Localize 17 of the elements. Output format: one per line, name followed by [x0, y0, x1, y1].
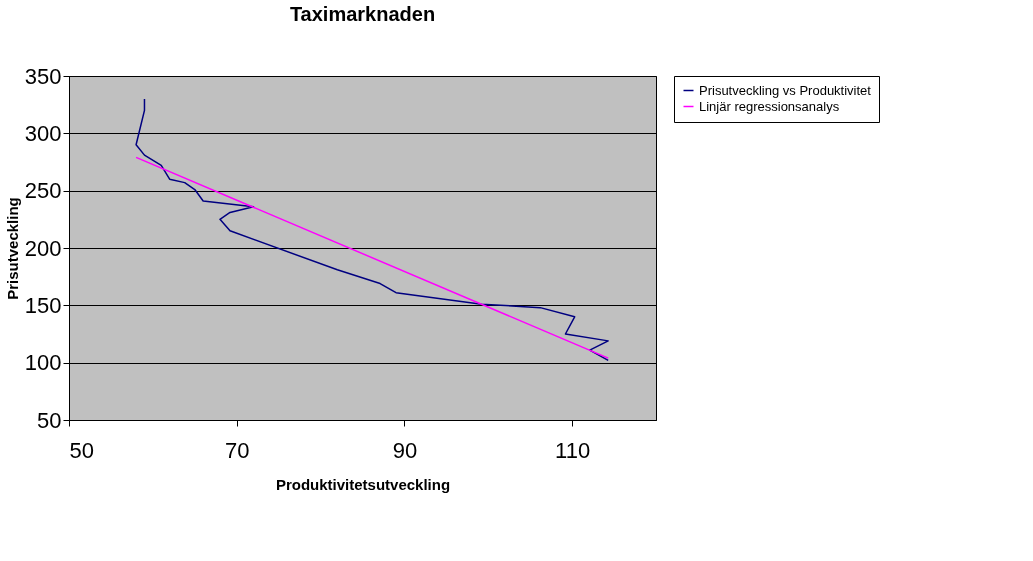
- legend-label: Prisutveckling vs Produktivitet: [699, 82, 872, 98]
- y-tick-label: 200: [24, 235, 62, 261]
- x-tick-label: 50: [69, 437, 94, 463]
- y-tick-label: 100: [24, 350, 62, 376]
- y-tick-label: 150: [24, 292, 62, 318]
- x-tick-label: 90: [392, 437, 418, 463]
- y-tick-label: 300: [24, 120, 62, 146]
- y-tick-label: 350: [24, 63, 62, 89]
- x-tick-label: 110: [555, 437, 591, 463]
- y-axis-title: Prisutveckling: [3, 197, 21, 300]
- x-tick-label: 70: [224, 437, 250, 463]
- legend-label: Linjär regressionsanalys: [699, 98, 840, 114]
- line-series: [135, 98, 609, 362]
- x-axis-title: Produktivitetsutveckling: [275, 475, 451, 493]
- chart-title: Taximarknaden: [289, 3, 436, 25]
- y-tick-label: 50: [37, 407, 62, 433]
- y-tick-label: 250: [24, 178, 62, 204]
